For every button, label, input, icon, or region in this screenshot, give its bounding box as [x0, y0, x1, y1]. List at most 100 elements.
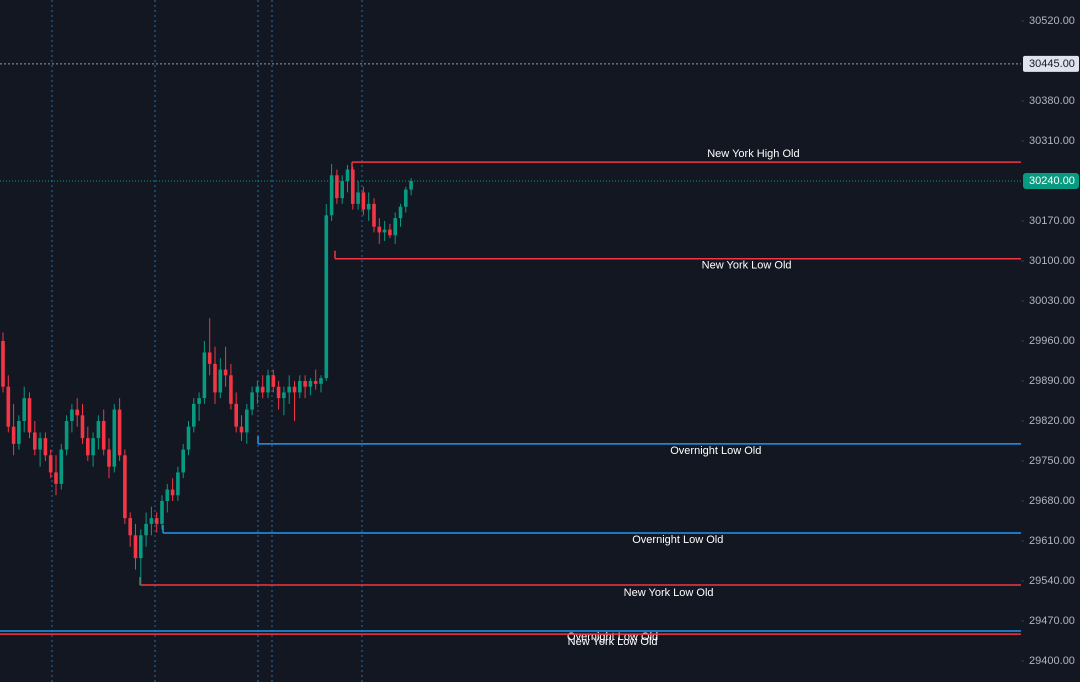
- candle-body: [298, 381, 302, 393]
- y-tick-label: 30520.00: [1029, 15, 1075, 27]
- level-label: Overnight Low Old: [670, 445, 761, 457]
- candle-body: [86, 438, 90, 456]
- candle-body: [340, 181, 344, 199]
- candle-body: [377, 226, 382, 233]
- candle-body: [351, 169, 355, 204]
- candle-body: [409, 181, 413, 190]
- candle-body: [139, 535, 143, 559]
- candle-body: [398, 206, 403, 219]
- candle-body: [1, 341, 5, 387]
- candle-body: [64, 421, 69, 450]
- candle-body: [70, 409, 74, 421]
- candle-body: [239, 426, 244, 433]
- y-tick-label: 29400.00: [1029, 655, 1075, 667]
- candle-body: [38, 438, 42, 450]
- candle-body: [123, 455, 127, 519]
- candle-body: [101, 421, 106, 450]
- marker-box: [1023, 55, 1079, 72]
- candle-body: [282, 392, 286, 399]
- candle-body: [303, 381, 307, 387]
- last-price-label: 30240.00: [1029, 175, 1075, 187]
- candle-body: [176, 472, 180, 496]
- candle-body: [218, 369, 223, 393]
- candle-body: [11, 426, 16, 444]
- candle-body: [356, 192, 360, 204]
- level-label: New York Low Old: [702, 260, 792, 272]
- candle-body: [382, 229, 387, 233]
- candle-body: [186, 426, 191, 450]
- candle-body: [255, 386, 260, 393]
- candle-body: [393, 218, 397, 236]
- level-label: Overnight Low Old: [632, 534, 723, 546]
- candle-body: [361, 192, 366, 210]
- candle-body: [27, 398, 32, 433]
- y-tick-label: 30030.00: [1029, 295, 1075, 307]
- candle-body: [107, 449, 111, 467]
- candle-body: [6, 386, 11, 427]
- y-tick-label: 30100.00: [1029, 255, 1075, 267]
- candle-body: [59, 449, 64, 484]
- candle-body: [96, 421, 101, 439]
- candle-body: [22, 398, 26, 421]
- candle-body: [43, 438, 48, 456]
- candle-body: [276, 386, 281, 399]
- candle-body: [144, 523, 148, 536]
- candle-body: [388, 229, 392, 236]
- candle-body: [54, 472, 58, 484]
- candle-body: [154, 518, 159, 524]
- candle-body: [112, 409, 117, 467]
- candle-body: [319, 378, 323, 384]
- candle-body: [308, 381, 313, 387]
- candle-body: [223, 369, 228, 376]
- candle-body: [345, 169, 350, 181]
- candle-body: [366, 203, 371, 210]
- candle-body: [197, 398, 201, 404]
- session-separators: [51, 0, 363, 682]
- y-tick-label: 29610.00: [1029, 535, 1075, 547]
- candle-body: [271, 375, 276, 387]
- candle-body: [287, 386, 291, 393]
- candle-body: [229, 375, 233, 404]
- candle-body: [192, 403, 196, 427]
- candle-body: [245, 409, 249, 433]
- candle-body: [213, 363, 217, 393]
- candle-body: [128, 518, 132, 536]
- level-label: New York Low Old: [624, 587, 714, 599]
- candle-body: [48, 455, 53, 473]
- candle-body: [133, 535, 138, 559]
- candle-body: [266, 375, 270, 393]
- y-tick-label: 29960.00: [1029, 335, 1075, 347]
- level-label: New York High Old: [707, 148, 799, 160]
- y-tick-label: 29820.00: [1029, 415, 1075, 427]
- candle-body: [404, 189, 408, 207]
- candle-body: [335, 175, 339, 199]
- y-tick-label: 30310.00: [1029, 135, 1075, 147]
- candle-body: [75, 409, 79, 416]
- candle-body: [250, 392, 254, 410]
- candle-body: [329, 175, 334, 216]
- y-tick-label: 29470.00: [1029, 615, 1075, 627]
- candle-body: [165, 489, 170, 501]
- y-tick-label: 29890.00: [1029, 375, 1075, 387]
- candle-body: [91, 438, 95, 456]
- candle-body: [149, 518, 154, 524]
- marker-label: 30445.00: [1029, 58, 1075, 70]
- candle-body: [202, 352, 207, 399]
- candle-body: [292, 386, 297, 393]
- candle-body: [80, 415, 85, 439]
- candle-body: [313, 381, 318, 384]
- candle-body: [17, 421, 21, 444]
- candle-body: [170, 489, 175, 496]
- y-tick-label: 30170.00: [1029, 215, 1075, 227]
- candle-body: [117, 409, 122, 456]
- y-tick-label: 29750.00: [1029, 455, 1075, 467]
- candle-body: [324, 215, 329, 379]
- candle-body: [33, 432, 37, 450]
- candle-body: [234, 403, 238, 427]
- y-tick-label: 30380.00: [1029, 95, 1075, 107]
- candle-body: [372, 203, 376, 227]
- last-price-box: [1023, 173, 1079, 189]
- candle-body: [160, 501, 164, 524]
